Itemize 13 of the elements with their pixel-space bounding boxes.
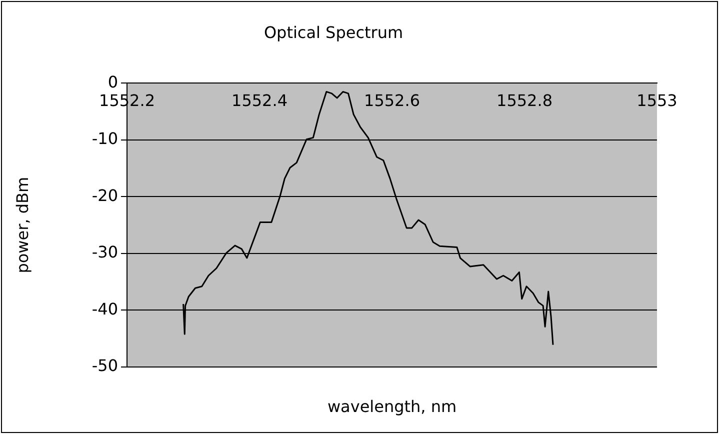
y-tick-label: -30 <box>92 242 118 262</box>
y-tick-label: -40 <box>92 299 118 318</box>
x-axis-title: wavelength, nm <box>327 397 457 416</box>
y-tick-label: -50 <box>92 356 118 376</box>
y-axis-title: power, dBm <box>12 176 32 274</box>
x-tick-label: 1553 <box>636 90 678 110</box>
x-tick-label: 1552.6 <box>364 90 420 110</box>
y-tick-label: -20 <box>92 186 118 205</box>
y-tick-label: -10 <box>92 129 118 148</box>
x-tick-label: 1552.8 <box>496 90 552 110</box>
chart-title: Optical Spectrum <box>264 22 404 42</box>
y-tick-label: 0 <box>108 72 118 92</box>
x-tick-label: 1552.4 <box>232 90 288 110</box>
